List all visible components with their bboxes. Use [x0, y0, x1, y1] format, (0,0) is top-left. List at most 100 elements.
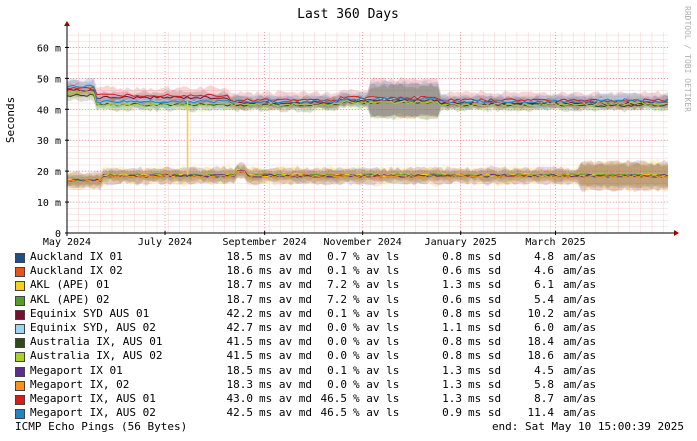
rrdtool-watermark: RRDTOOL / TOBI OETIKER [683, 6, 692, 112]
legend-series-name: Megaport IX 01 [30, 363, 123, 377]
legend-median-value: 42.5 [226, 406, 254, 420]
legend-median-unit: ms av md [259, 264, 312, 278]
legend-sd-unit: ms sd [468, 406, 502, 420]
legend-sd-value: 1.3 [442, 391, 462, 405]
legend-series-name: Equinix SYD, AUS 02 [30, 320, 156, 334]
legend-am-unit: am/as [563, 391, 597, 405]
legend-am-value: 8.7 [534, 391, 554, 405]
legend-sd-value: 0.6 [442, 292, 462, 306]
legend-sd-unit: ms sd [468, 335, 502, 349]
legend-loss-value: 0.1 [327, 363, 347, 377]
legend-am-value: 11.4 [527, 406, 555, 420]
legend-loss-value: 0.7 [327, 250, 347, 263]
legend-swatch [15, 267, 25, 278]
legend-median-unit: ms av md [259, 292, 312, 306]
legend-series-name: Megaport IX, 02 [30, 377, 130, 391]
legend-sd-unit: ms sd [468, 349, 502, 363]
x-tick-labels: May 2024 July 2024 September 2024 November … [43, 231, 586, 248]
y-tick-label: 10 m [37, 198, 61, 209]
legend-am-unit: am/as [563, 349, 597, 363]
y-tick-label: 30 m [37, 136, 61, 147]
legend-swatch [15, 352, 25, 363]
legend-median-unit: ms av md [259, 278, 312, 292]
x-axis-arrow [674, 230, 679, 236]
legend-median-value: 18.5 [226, 363, 254, 377]
legend-loss-unit: % av ls [353, 292, 400, 306]
legend-sd-value: 1.1 [442, 320, 462, 334]
chart-title: Last 360 Days [297, 7, 399, 22]
legend-series-name: Auckland IX 02 [30, 264, 123, 278]
legend-sd-value: 0.8 [442, 349, 462, 363]
legend-am-value: 5.8 [534, 377, 554, 391]
legend-median-value: 42.2 [226, 306, 254, 320]
legend-median-value: 41.5 [226, 349, 254, 363]
x-tick-label: July 2024 [138, 237, 192, 248]
legend-swatch [15, 295, 25, 306]
legend-series-name: Auckland IX 01 [30, 250, 123, 263]
legend-sd-unit: ms sd [468, 278, 502, 292]
legend-series-name: Australia IX, AUS 02 [30, 349, 163, 363]
legend-am-unit: am/as [563, 335, 597, 349]
legend-median-unit: ms av md [259, 363, 312, 377]
legend-loss-unit: % av ls [353, 377, 400, 391]
legend-am-value: 6.1 [534, 278, 554, 292]
legend-am-value: 10.2 [527, 306, 555, 320]
legend-swatch [15, 380, 25, 391]
legend-am-unit: am/as [563, 292, 597, 306]
legend-loss-value: 0.1 [327, 306, 347, 320]
y-tick-label: 60 m [37, 43, 61, 54]
series-line-6 [66, 84, 669, 103]
legend-loss-value: 46.5 [320, 391, 348, 405]
legend-loss-value: 7.2 [327, 278, 347, 292]
legend-am-value: 4.8 [534, 250, 554, 263]
smokeping-chart: Last 360 Days Seconds RRDTOOL / TOBI OET… [4, 6, 692, 248]
legend-am-value: 5.4 [534, 292, 554, 306]
legend-am-unit: am/as [563, 306, 597, 320]
y-tick-label: 0 [55, 229, 61, 240]
legend-median-value: 18.7 [226, 292, 254, 306]
legend-am-unit: am/as [563, 278, 597, 292]
legend-median-value: 18.7 [226, 278, 254, 292]
legend-am-value: 4.6 [534, 264, 554, 278]
legend-median-value: 41.5 [226, 335, 254, 349]
legend-sd-unit: ms sd [468, 391, 502, 405]
legend-am-value: 4.5 [534, 363, 554, 377]
legend-loss-unit: % av ls [353, 391, 400, 405]
legend-median-value: 42.7 [226, 320, 254, 334]
legend-loss-value: 0.0 [327, 349, 347, 363]
legend-loss-unit: % av ls [353, 278, 400, 292]
probe-description: ICMP Echo Pings (56 Bytes) [15, 420, 188, 433]
legend-loss-value: 0.0 [327, 377, 347, 391]
legend-median-unit: ms av md [259, 250, 312, 263]
legend-loss-unit: % av ls [353, 250, 400, 263]
legend-median-unit: ms av md [259, 406, 312, 420]
legend-series-name: AKL (APE) 01 [30, 278, 110, 292]
y-tick-label: 50 m [37, 74, 61, 85]
legend-loss-unit: % av ls [353, 349, 400, 363]
legend-median-value: 43.0 [226, 391, 254, 405]
legend-am-value: 18.6 [527, 349, 555, 363]
legend-sd-value: 0.8 [442, 306, 462, 320]
median-lines [66, 84, 669, 183]
legend-am-unit: am/as [563, 363, 597, 377]
legend-swatch [15, 394, 25, 405]
series-line-10 [66, 170, 669, 183]
legend-sd-unit: ms sd [468, 363, 502, 377]
legend-sd-value: 0.8 [442, 335, 462, 349]
legend-am-unit: am/as [563, 264, 597, 278]
legend-loss-value: 0.0 [327, 320, 347, 334]
legend-median-unit: ms av md [259, 377, 312, 391]
legend-loss-value: 7.2 [327, 292, 347, 306]
legend-loss-value: 0.1 [327, 264, 347, 278]
grid-lines [66, 32, 668, 234]
legend-median-value: 18.3 [226, 377, 254, 391]
legend-median-unit: ms av md [259, 306, 312, 320]
legend-sd-unit: ms sd [468, 264, 502, 278]
legend-median-unit: ms av md [259, 349, 312, 363]
y-axis-arrow [64, 21, 70, 26]
legend-sd-value: 0.9 [442, 406, 462, 420]
smoke-band-12 [67, 77, 668, 118]
legend-sd-unit: ms sd [468, 250, 502, 263]
legend-median-value: 18.5 [226, 250, 254, 263]
legend-swatch [15, 323, 25, 334]
